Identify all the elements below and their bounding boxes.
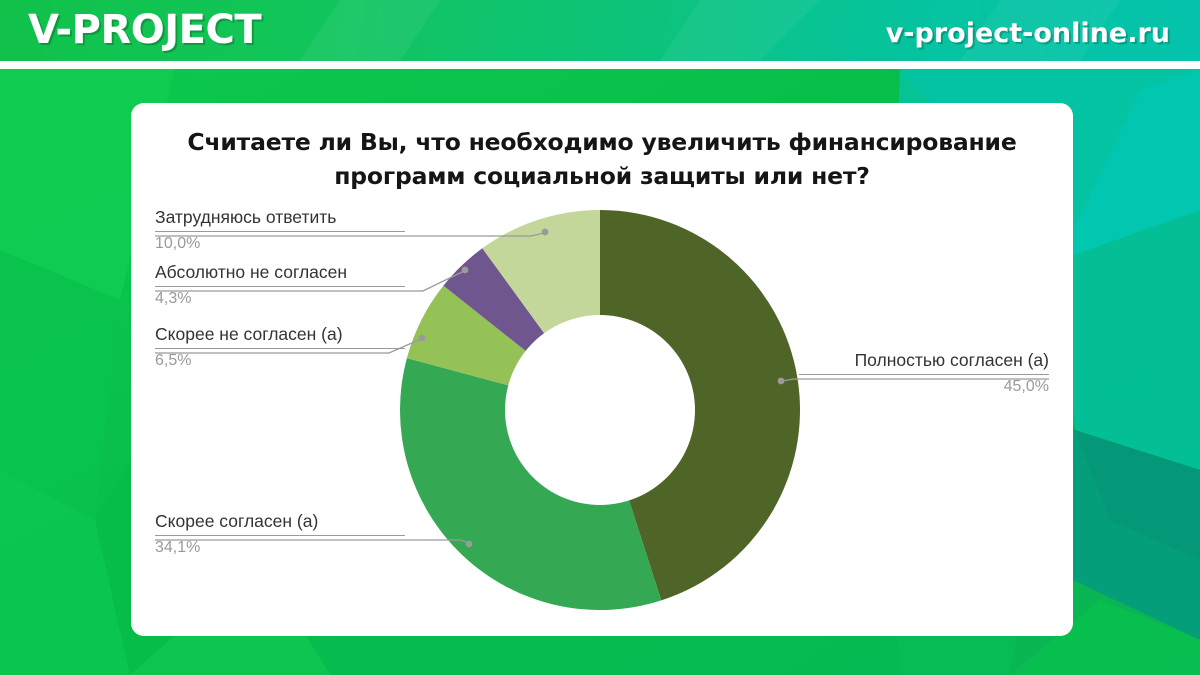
site-header: V-PROJECT v-project-online.ru: [0, 0, 1200, 61]
callout-dot-3: [465, 540, 473, 548]
callout-percent-0: 10,0%: [155, 235, 201, 252]
callout-label-2: Скорее не согласен (а): [155, 324, 343, 344]
callout-dot-0: [541, 228, 549, 236]
chart-title-line-2: программ социальной защиты или нет?: [334, 162, 870, 190]
header-facets: [300, 0, 1120, 61]
callout-zatrudnyayus[interactable]: Затрудняюсь ответить 10,0%: [155, 206, 405, 254]
callout-percent-2: 6,5%: [155, 352, 192, 369]
callout-dot-4: [777, 377, 785, 385]
callout-rule-3: [155, 535, 405, 536]
callout-polnostyu-soglasen[interactable]: Полностью согласен (а) 45,0%: [799, 349, 1049, 397]
chart-title: Считаете ли Вы, что необходимо увеличить…: [171, 125, 1033, 193]
callout-label-0: Затрудняюсь ответить: [155, 207, 337, 227]
callout-dot-2: [418, 334, 426, 342]
callout-label-4: Полностью согласен (а): [854, 350, 1049, 370]
callout-rule-4: [799, 374, 1049, 375]
callout-label-1: Абсолютно не согласен: [155, 262, 348, 282]
callout-percent-3: 34,1%: [155, 539, 201, 556]
donut-hole: [505, 315, 695, 505]
callout-skoree-soglasen[interactable]: Скорее согласен (а) 34,1%: [155, 510, 405, 558]
callout-skoree-ne-soglasen[interactable]: Скорее не согласен (а) 6,5%: [155, 323, 405, 371]
donut-slices[interactable]: [400, 210, 801, 610]
header-divider: [0, 61, 1200, 69]
callout-absolyutno-ne-soglasen[interactable]: Абсолютно не согласен 4,3%: [155, 261, 405, 309]
brand-logo[interactable]: V-PROJECT: [28, 7, 262, 53]
callout-label-3: Скорее согласен (а): [155, 511, 319, 531]
donut-slice-3[interactable]: [443, 248, 600, 410]
header-gradient: [0, 0, 1200, 61]
site-url[interactable]: v-project-online.ru: [885, 18, 1170, 49]
chart-card: Считаете ли Вы, что необходимо увеличить…: [131, 103, 1073, 636]
callout-dot-1: [461, 266, 469, 274]
donut-slice-4[interactable]: [482, 210, 600, 410]
donut-slice-0[interactable]: [600, 210, 801, 601]
callout-rule-2: [155, 348, 405, 349]
callout-dots: [418, 228, 785, 548]
callout-rule-1: [155, 286, 405, 287]
callout-percent-4: 45,0%: [1003, 378, 1049, 395]
callout-percent-1: 4,3%: [155, 290, 192, 307]
donut-slice-1[interactable]: [400, 358, 662, 610]
callout-rule-0: [155, 231, 405, 232]
donut-slice-2[interactable]: [406, 285, 600, 410]
chart-title-line-1: Считаете ли Вы, что необходимо увеличить…: [187, 128, 1017, 156]
